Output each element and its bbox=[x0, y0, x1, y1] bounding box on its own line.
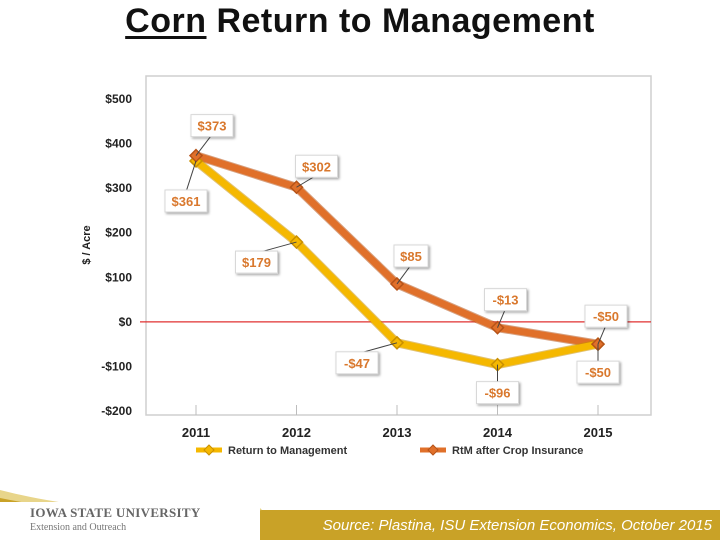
legend-marker-2 bbox=[427, 444, 439, 456]
data-label: $302 bbox=[302, 159, 331, 174]
data-label: $361 bbox=[172, 194, 201, 209]
y-tick-label: $100 bbox=[105, 270, 132, 284]
title-rest: Return to Management bbox=[206, 2, 595, 40]
logo-line2: Extension and Outreach bbox=[30, 522, 127, 533]
data-label-box bbox=[393, 244, 429, 268]
x-tick-label: 2011 bbox=[182, 425, 210, 440]
data-label: $179 bbox=[242, 255, 271, 270]
x-tick-label: 2014 bbox=[483, 425, 513, 440]
data-label-leader bbox=[195, 134, 213, 156]
legend-marker-1 bbox=[203, 444, 215, 456]
line-chart: $500 $400 $300 $200 $100 $0 -$100 -$200 2011 2012… bbox=[81, 75, 652, 457]
data-label-box bbox=[295, 154, 338, 178]
data-label: -$13 bbox=[492, 293, 518, 308]
data-label-leader bbox=[396, 264, 412, 285]
data-label-box bbox=[190, 114, 234, 138]
y-tick-label: $500 bbox=[105, 92, 132, 106]
y-tick-label: $200 bbox=[105, 226, 132, 240]
y-tick-label: -$100 bbox=[101, 359, 132, 373]
x-tick-label: 2015 bbox=[584, 425, 613, 440]
data-label-box bbox=[584, 304, 628, 328]
legend-label-1: Return to Management bbox=[228, 445, 348, 457]
footer-band bbox=[0, 490, 720, 540]
data-label: -$50 bbox=[593, 309, 619, 324]
data-label-leader bbox=[185, 160, 197, 193]
data-label-leader bbox=[497, 308, 506, 328]
data-label: -$50 bbox=[585, 365, 611, 380]
university-logo: IOWA STATE UNIVERSITY Extension and Outr… bbox=[30, 505, 201, 533]
y-axis-label: $ / Acre bbox=[81, 225, 93, 264]
data-label-box bbox=[164, 189, 208, 213]
title-underlined-word: Corn bbox=[125, 2, 207, 40]
data-label-box bbox=[235, 250, 278, 274]
y-tick-label: $0 bbox=[119, 315, 133, 329]
data-label-box bbox=[484, 288, 527, 312]
y-tick-label: -$200 bbox=[101, 404, 132, 418]
data-label: $85 bbox=[400, 249, 422, 264]
data-label: -$47 bbox=[344, 356, 370, 371]
source-note: Source: Plastina, ISU Extension Economic… bbox=[322, 517, 712, 534]
data-label-box bbox=[335, 351, 379, 375]
logo-line1: IOWA STATE UNIVERSITY bbox=[30, 505, 201, 520]
y-tick-label: $400 bbox=[105, 137, 132, 151]
footer-logo-area bbox=[0, 502, 260, 540]
data-label: -$96 bbox=[484, 386, 510, 401]
x-tick-label: 2012 bbox=[282, 425, 311, 440]
legend-label-2: RtM after Crop Insurance bbox=[452, 445, 583, 457]
data-label-box bbox=[476, 381, 519, 405]
x-tick-label: 2013 bbox=[383, 425, 412, 440]
slide-title: Corn Return to Management bbox=[0, 2, 720, 41]
y-tick-label: $300 bbox=[105, 181, 132, 195]
data-label-leader bbox=[597, 324, 607, 345]
data-label: $373 bbox=[198, 119, 227, 134]
data-label-box bbox=[576, 360, 620, 384]
